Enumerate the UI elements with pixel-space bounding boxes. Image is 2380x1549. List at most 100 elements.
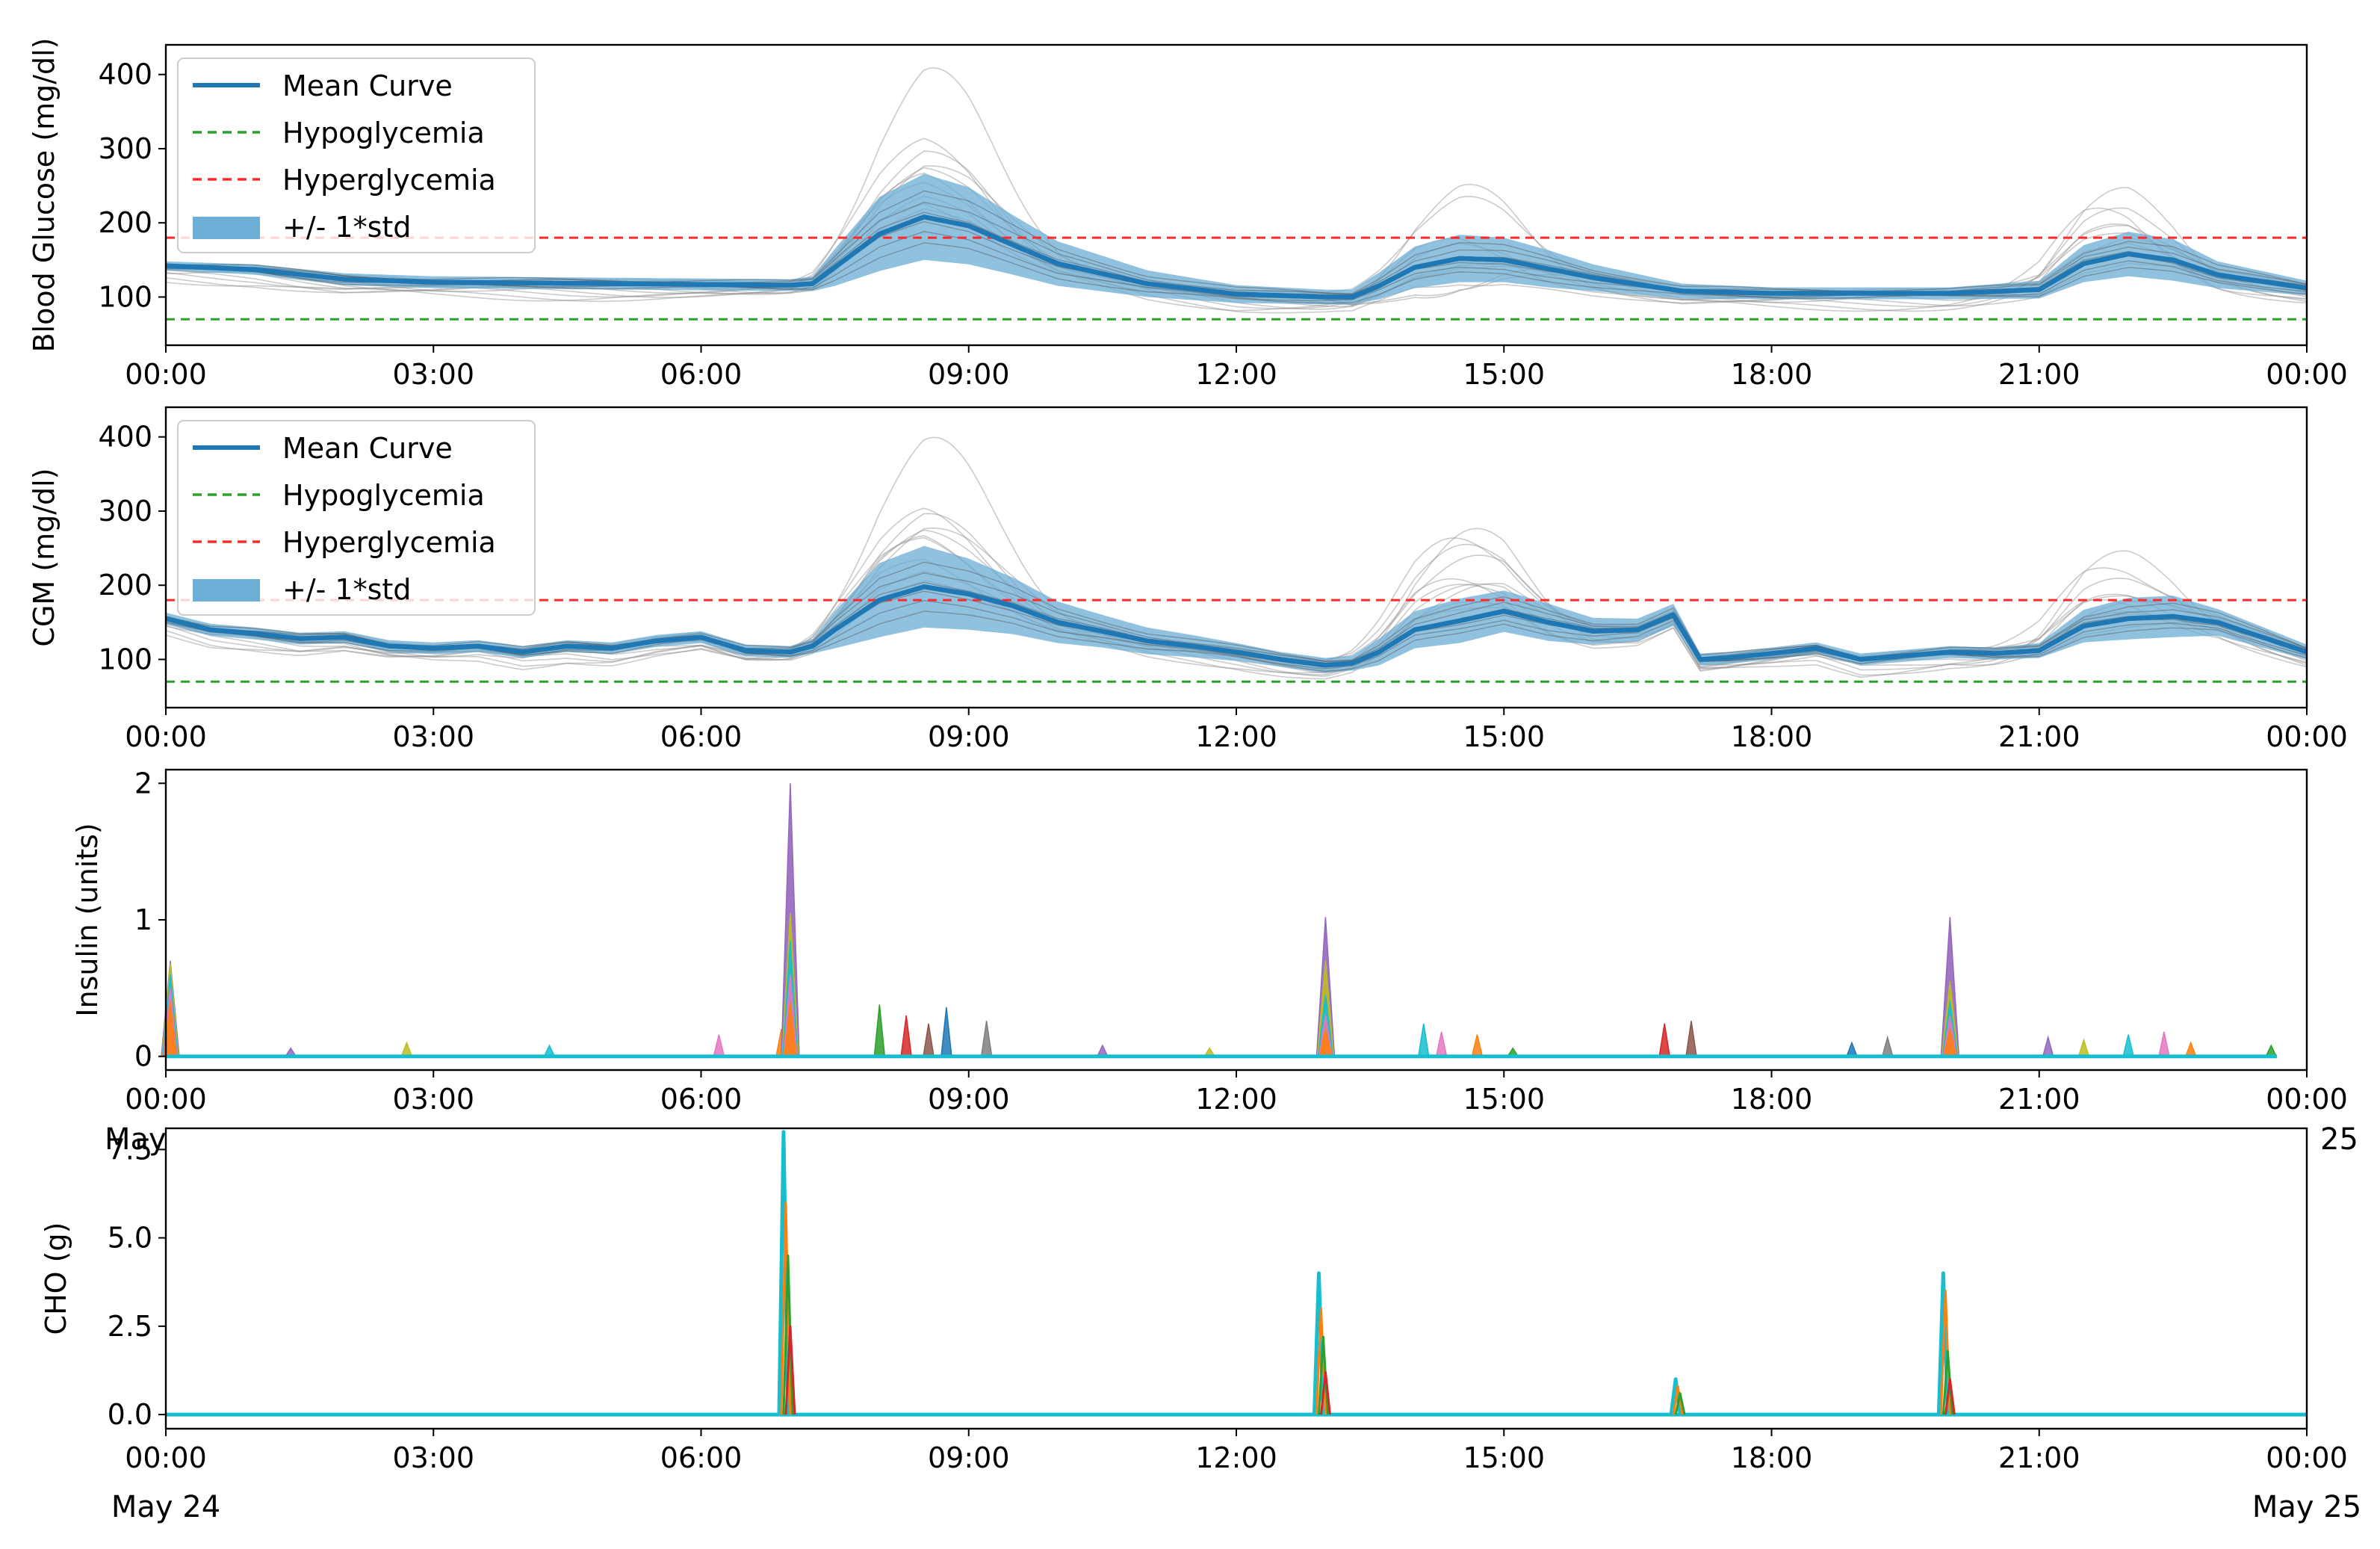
- x-tick-label: 12:00: [1195, 720, 1277, 753]
- date-start-label: May 24: [111, 1490, 220, 1524]
- bg-individual-trace: [165, 67, 2308, 309]
- x-tick-label: 18:00: [1731, 358, 1813, 391]
- x-tick-label: 06:00: [660, 1441, 743, 1474]
- x-tick-label: 09:00: [928, 1083, 1010, 1116]
- insulin-bump: [713, 1034, 725, 1057]
- cgm-std-band: [166, 545, 2307, 673]
- cgm-legend-box: [177, 420, 536, 616]
- insulin-x-ticks: 00:00 03:00 06:00 09:00 12:00 15:00 18:00 21:00…: [125, 1070, 2348, 1116]
- x-tick-label: 15:00: [1463, 358, 1545, 391]
- panel-insulin: 0 1 2 00:00 03:00 06:00 09:00 12:00 15:00 18:00 2…: [71, 767, 2358, 1157]
- insulin-axes-frame: [164, 768, 2308, 1072]
- x-tick-label: 18:00: [1731, 720, 1813, 753]
- x-tick-label: 12:00: [1195, 358, 1277, 391]
- insulin-bump: [1658, 1023, 1671, 1057]
- bg-y-axis-label: Blood Glucose (mg/dl): [28, 37, 61, 352]
- cho-y-axis-label: CHO (g): [40, 1222, 72, 1335]
- x-tick-label: 03:00: [392, 1441, 474, 1474]
- insulin-bump: [2042, 1035, 2054, 1057]
- panel-blood-glucose: 100 200 300 400 00:00 03:00 06:00 09:00 12:00 15…: [28, 37, 2348, 391]
- panel-cgm: 100 200 300 400 00:00 03:00 06:00 09:00 12:00 15…: [28, 406, 2348, 753]
- insulin-bump: [2184, 1041, 2197, 1057]
- bg-x-ticks: 00:00 03:00 06:00 09:00 12:00 15:00 18:00 21:00…: [125, 345, 2348, 391]
- legend-band-label: +/- 1*std: [282, 573, 411, 606]
- x-tick-label: 00:00: [125, 1441, 207, 1474]
- insulin-bump: [1881, 1035, 1894, 1057]
- insulin-y-axis-label: Insulin (units): [71, 823, 104, 1017]
- panel-cho: 0.0 2.5 5.0 7.5 00:00 03:00 06:00 09:00 12:00 15…: [40, 1127, 2361, 1524]
- x-tick-label: 00:00: [125, 720, 207, 753]
- insulin-bump: [1417, 1023, 1430, 1057]
- insulin-plot-area: [161, 783, 2278, 1059]
- insulin-bump: [873, 1004, 886, 1057]
- x-tick-label: 00:00: [125, 358, 207, 391]
- cho-axes-background: [166, 1128, 2307, 1429]
- x-tick-label: 12:00: [1195, 1083, 1277, 1116]
- insulin-bump: [2158, 1031, 2170, 1057]
- y-tick-label: 300: [98, 132, 152, 165]
- x-tick-label: 06:00: [660, 358, 743, 391]
- x-tick-label: 21:00: [1998, 1441, 2080, 1474]
- cho-meal-spike: [784, 1325, 796, 1415]
- x-tick-label: 00:00: [2266, 358, 2348, 391]
- x-tick-label: 00:00: [125, 1083, 207, 1116]
- cgm-individual-trace: [165, 436, 2308, 675]
- bg-individual-trace: [165, 195, 2308, 314]
- y-tick-label: 400: [98, 421, 152, 454]
- cgm-legend: Mean Curve Hypoglycemia Hyperglycemia +/…: [177, 420, 536, 616]
- cho-meal-spike: [1674, 1392, 1686, 1415]
- x-tick-label: 06:00: [660, 720, 743, 753]
- cgm-y-axis-label: CGM (mg/dl): [28, 468, 61, 646]
- x-tick-label: 03:00: [392, 1083, 474, 1116]
- cho-meal-spike: [1319, 1370, 1331, 1415]
- y-tick-label: 100: [98, 280, 152, 313]
- cgm-x-ticks: 00:00 03:00 06:00 09:00 12:00 15:00 18:00 21:00…: [125, 708, 2348, 753]
- legend-band-swatch: [193, 579, 260, 602]
- y-tick-label: 2.5: [108, 1310, 152, 1343]
- y-tick-label: 0: [134, 1040, 152, 1073]
- insulin-bump: [2077, 1038, 2090, 1057]
- bg-individual-trace: [165, 190, 2308, 294]
- x-tick-label: 09:00: [928, 720, 1010, 753]
- x-tick-label: 09:00: [928, 1441, 1010, 1474]
- date-end-label: May 25: [2252, 1490, 2361, 1524]
- insulin-bump: [2122, 1034, 2135, 1057]
- y-tick-label: 100: [98, 643, 152, 675]
- bg-mean-curve: [165, 214, 2308, 300]
- cgm-mean-curve: [165, 584, 2308, 668]
- y-tick-label: 200: [98, 569, 152, 602]
- legend-band-label: +/- 1*std: [282, 211, 411, 244]
- legend-hypo-label: Hypoglycemia: [282, 479, 485, 512]
- x-tick-label: 09:00: [928, 358, 1010, 391]
- insulin-bump: [940, 1007, 952, 1057]
- legend-mean-label: Mean Curve: [282, 69, 453, 102]
- overlap-date-fragment-right: 25: [2320, 1122, 2358, 1157]
- insulin-bump: [923, 1023, 935, 1057]
- cho-x-ticks: 00:00 03:00 06:00 09:00 12:00 15:00 18:00 21:00…: [125, 1429, 2348, 1474]
- legend-hyper-label: Hyperglycemia: [282, 526, 496, 559]
- cgm-individual-trace: [165, 535, 2308, 678]
- legend-mean-label: Mean Curve: [282, 432, 453, 465]
- insulin-bump: [1685, 1021, 1697, 1057]
- x-tick-label: 15:00: [1463, 1441, 1545, 1474]
- cgm-y-ticks: 100 200 300 400: [98, 421, 166, 675]
- x-tick-label: 00:00: [2266, 1083, 2348, 1116]
- legend-hyper-label: Hyperglycemia: [282, 164, 496, 197]
- x-tick-label: 21:00: [1998, 720, 2080, 753]
- insulin-bump: [900, 1015, 913, 1057]
- cgm-individual-trace: [165, 580, 2308, 680]
- insulin-bump: [1435, 1031, 1448, 1057]
- x-tick-label: 00:00: [2266, 720, 2348, 753]
- x-tick-label: 18:00: [1731, 1441, 1813, 1474]
- y-tick-label: 0.0: [108, 1398, 152, 1431]
- bg-legend: Mean Curve Hypoglycemia Hyperglycemia +/…: [177, 58, 536, 253]
- cgm-individual-trace: [165, 561, 2308, 662]
- bg-individual-trace: [165, 172, 2308, 312]
- bg-plot-area: [165, 67, 2308, 321]
- insulin-y-ticks: 0 1 2: [134, 767, 166, 1073]
- cho-y-ticks: 0.0 2.5 5.0 7.5: [108, 1133, 166, 1431]
- x-tick-label: 18:00: [1731, 1083, 1813, 1116]
- insulin-bump: [400, 1041, 413, 1057]
- x-tick-label: 00:00: [2266, 1441, 2348, 1474]
